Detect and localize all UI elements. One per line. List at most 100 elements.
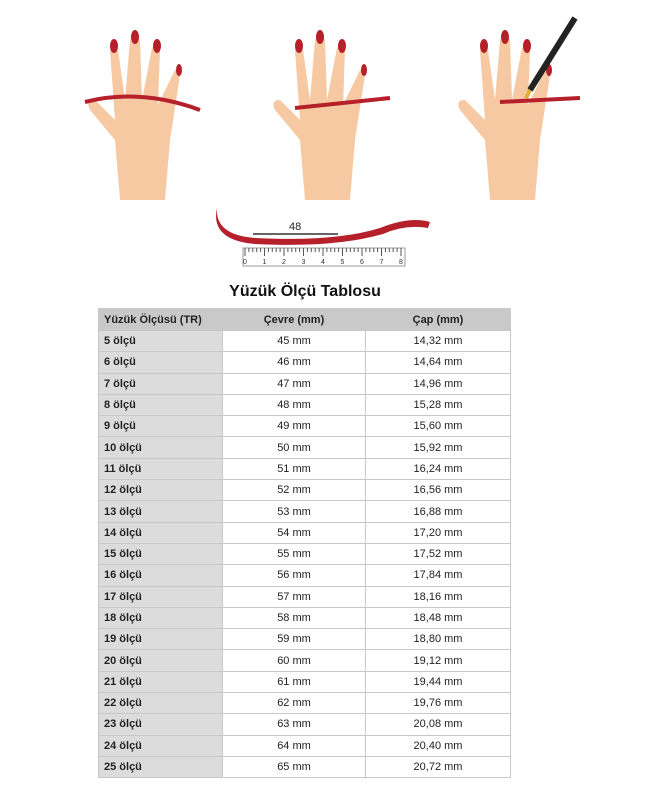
circumference-cell: 51 mm xyxy=(222,457,366,481)
header-circumference: Çevre (mm) xyxy=(222,308,366,331)
size-cell: 16 ölçü xyxy=(98,564,223,587)
ruler-tick-label: 7 xyxy=(380,259,384,266)
diameter-cell: 19,12 mm xyxy=(365,649,511,672)
hand-with-pen-illustration xyxy=(458,16,581,200)
ruler-tick-label: 1 xyxy=(263,259,267,266)
header-size: Yüzük Ölçüsü (TR) xyxy=(98,308,223,331)
circumference-cell: 45 mm xyxy=(222,329,366,353)
diameter-cell: 15,92 mm xyxy=(365,436,511,459)
size-cell: 15 ölçü xyxy=(98,542,223,566)
ruler-tick-label: 8 xyxy=(399,259,403,266)
header-diameter: Çap (mm) xyxy=(365,308,511,331)
circumference-cell: 65 mm xyxy=(222,755,366,779)
size-cell: 9 ölçü xyxy=(98,415,223,438)
size-cell: 19 ölçü xyxy=(98,628,223,651)
table-row: 10 ölçü 50 mm 15,92 mm xyxy=(98,436,511,459)
table-row: 18 ölçü 58 mm 18,48 mm xyxy=(98,606,511,630)
circumference-cell: 57 mm xyxy=(222,585,366,608)
size-cell: 5 ölçü xyxy=(98,329,223,353)
circumference-cell: 62 mm xyxy=(222,692,366,715)
table-row: 17 ölçü 57 mm 18,16 mm xyxy=(98,585,511,608)
size-cell: 6 ölçü xyxy=(98,351,223,374)
size-cell: 23 ölçü xyxy=(98,713,223,736)
circumference-cell: 60 mm xyxy=(222,649,366,672)
ruler-tick-label: 4 xyxy=(321,259,325,266)
diameter-cell: 17,20 mm xyxy=(365,521,511,544)
table-row: 15 ölçü 55 mm 17,52 mm xyxy=(98,542,511,566)
string-and-ruler-illustration: 48 0 1 2 3 4 5 6 7 8 xyxy=(216,208,430,267)
measure-label: 48 xyxy=(289,221,301,233)
ruler-tick-label: 0 xyxy=(243,259,247,266)
diameter-cell: 18,80 mm xyxy=(365,628,511,651)
circumference-cell: 64 mm xyxy=(222,734,366,757)
size-cell: 14 ölçü xyxy=(98,521,223,544)
circumference-cell: 59 mm xyxy=(222,628,366,651)
circumference-cell: 58 mm xyxy=(222,606,366,630)
diameter-cell: 20,08 mm xyxy=(365,713,511,736)
diameter-cell: 19,76 mm xyxy=(365,692,511,715)
diameter-cell: 16,24 mm xyxy=(365,457,511,481)
table-row: 21 ölçü 61 mm 19,44 mm xyxy=(98,670,511,694)
size-cell: 18 ölçü xyxy=(98,606,223,630)
diameter-cell: 14,32 mm xyxy=(365,329,511,353)
circumference-cell: 49 mm xyxy=(222,415,366,438)
diameter-cell: 17,84 mm xyxy=(365,564,511,587)
size-cell: 12 ölçü xyxy=(98,479,223,502)
table-row: 12 ölçü 52 mm 16,56 mm xyxy=(98,479,511,502)
circumference-cell: 63 mm xyxy=(222,713,366,736)
table-header-row: Yüzük Ölçüsü (TR) Çevre (mm) Çap (mm) xyxy=(98,308,511,331)
circumference-cell: 54 mm xyxy=(222,521,366,544)
diameter-cell: 19,44 mm xyxy=(365,670,511,694)
circumference-cell: 47 mm xyxy=(222,372,366,395)
ruler-tick-label: 3 xyxy=(302,259,306,266)
hand-with-string-illustration xyxy=(84,30,201,200)
table-row: 16 ölçü 56 mm 17,84 mm xyxy=(98,564,511,587)
table-row: 20 ölçü 60 mm 19,12 mm xyxy=(98,649,511,672)
table-row: 6 ölçü 46 mm 14,64 mm xyxy=(98,351,511,374)
ring-size-table: Yüzük Ölçüsü (TR) Çevre (mm) Çap (mm) 5 … xyxy=(98,308,511,779)
table-row: 24 ölçü 64 mm 20,40 mm xyxy=(98,734,511,757)
size-cell: 20 ölçü xyxy=(98,649,223,672)
table-row: 8 ölçü 48 mm 15,28 mm xyxy=(98,393,511,417)
circumference-cell: 53 mm xyxy=(222,500,366,523)
size-cell: 21 ölçü xyxy=(98,670,223,694)
diameter-cell: 15,28 mm xyxy=(365,393,511,417)
table-row: 13 ölçü 53 mm 16,88 mm xyxy=(98,500,511,523)
size-cell: 22 ölçü xyxy=(98,692,223,715)
circumference-cell: 52 mm xyxy=(222,479,366,502)
table-row: 19 ölçü 59 mm 18,80 mm xyxy=(98,628,511,651)
table-row: 7 ölçü 47 mm 14,96 mm xyxy=(98,372,511,395)
table-row: 5 ölçü 45 mm 14,32 mm xyxy=(98,329,511,353)
diameter-cell: 17,52 mm xyxy=(365,542,511,566)
diameter-cell: 14,64 mm xyxy=(365,351,511,374)
ruler-tick-label: 5 xyxy=(341,259,345,266)
circumference-cell: 56 mm xyxy=(222,564,366,587)
circumference-cell: 50 mm xyxy=(222,436,366,459)
circumference-cell: 48 mm xyxy=(222,393,366,417)
size-cell: 24 ölçü xyxy=(98,734,223,757)
circumference-cell: 55 mm xyxy=(222,542,366,566)
diameter-cell: 14,96 mm xyxy=(365,372,511,395)
size-cell: 13 ölçü xyxy=(98,500,223,523)
diameter-cell: 18,16 mm xyxy=(365,585,511,608)
table-row: 11 ölçü 51 mm 16,24 mm xyxy=(98,457,511,481)
table-row: 22 ölçü 62 mm 19,76 mm xyxy=(98,692,511,715)
table-row: 25 ölçü 65 mm 20,72 mm xyxy=(98,755,511,779)
table-row: 14 ölçü 54 mm 17,20 mm xyxy=(98,521,511,544)
size-cell: 11 ölçü xyxy=(98,457,223,481)
hand-with-marked-string-illustration xyxy=(273,30,391,200)
diameter-cell: 20,72 mm xyxy=(365,755,511,779)
diameter-cell: 16,88 mm xyxy=(365,500,511,523)
diameter-cell: 20,40 mm xyxy=(365,734,511,757)
table-row: 23 ölçü 63 mm 20,08 mm xyxy=(98,713,511,736)
size-cell: 17 ölçü xyxy=(98,585,223,608)
circumference-cell: 61 mm xyxy=(222,670,366,694)
diameter-cell: 16,56 mm xyxy=(365,479,511,502)
size-cell: 7 ölçü xyxy=(98,372,223,395)
table-row: 9 ölçü 49 mm 15,60 mm xyxy=(98,415,511,438)
diameter-cell: 18,48 mm xyxy=(365,606,511,630)
size-cell: 25 ölçü xyxy=(98,755,223,779)
diameter-cell: 15,60 mm xyxy=(365,415,511,438)
size-cell: 10 ölçü xyxy=(98,436,223,459)
size-cell: 8 ölçü xyxy=(98,393,223,417)
